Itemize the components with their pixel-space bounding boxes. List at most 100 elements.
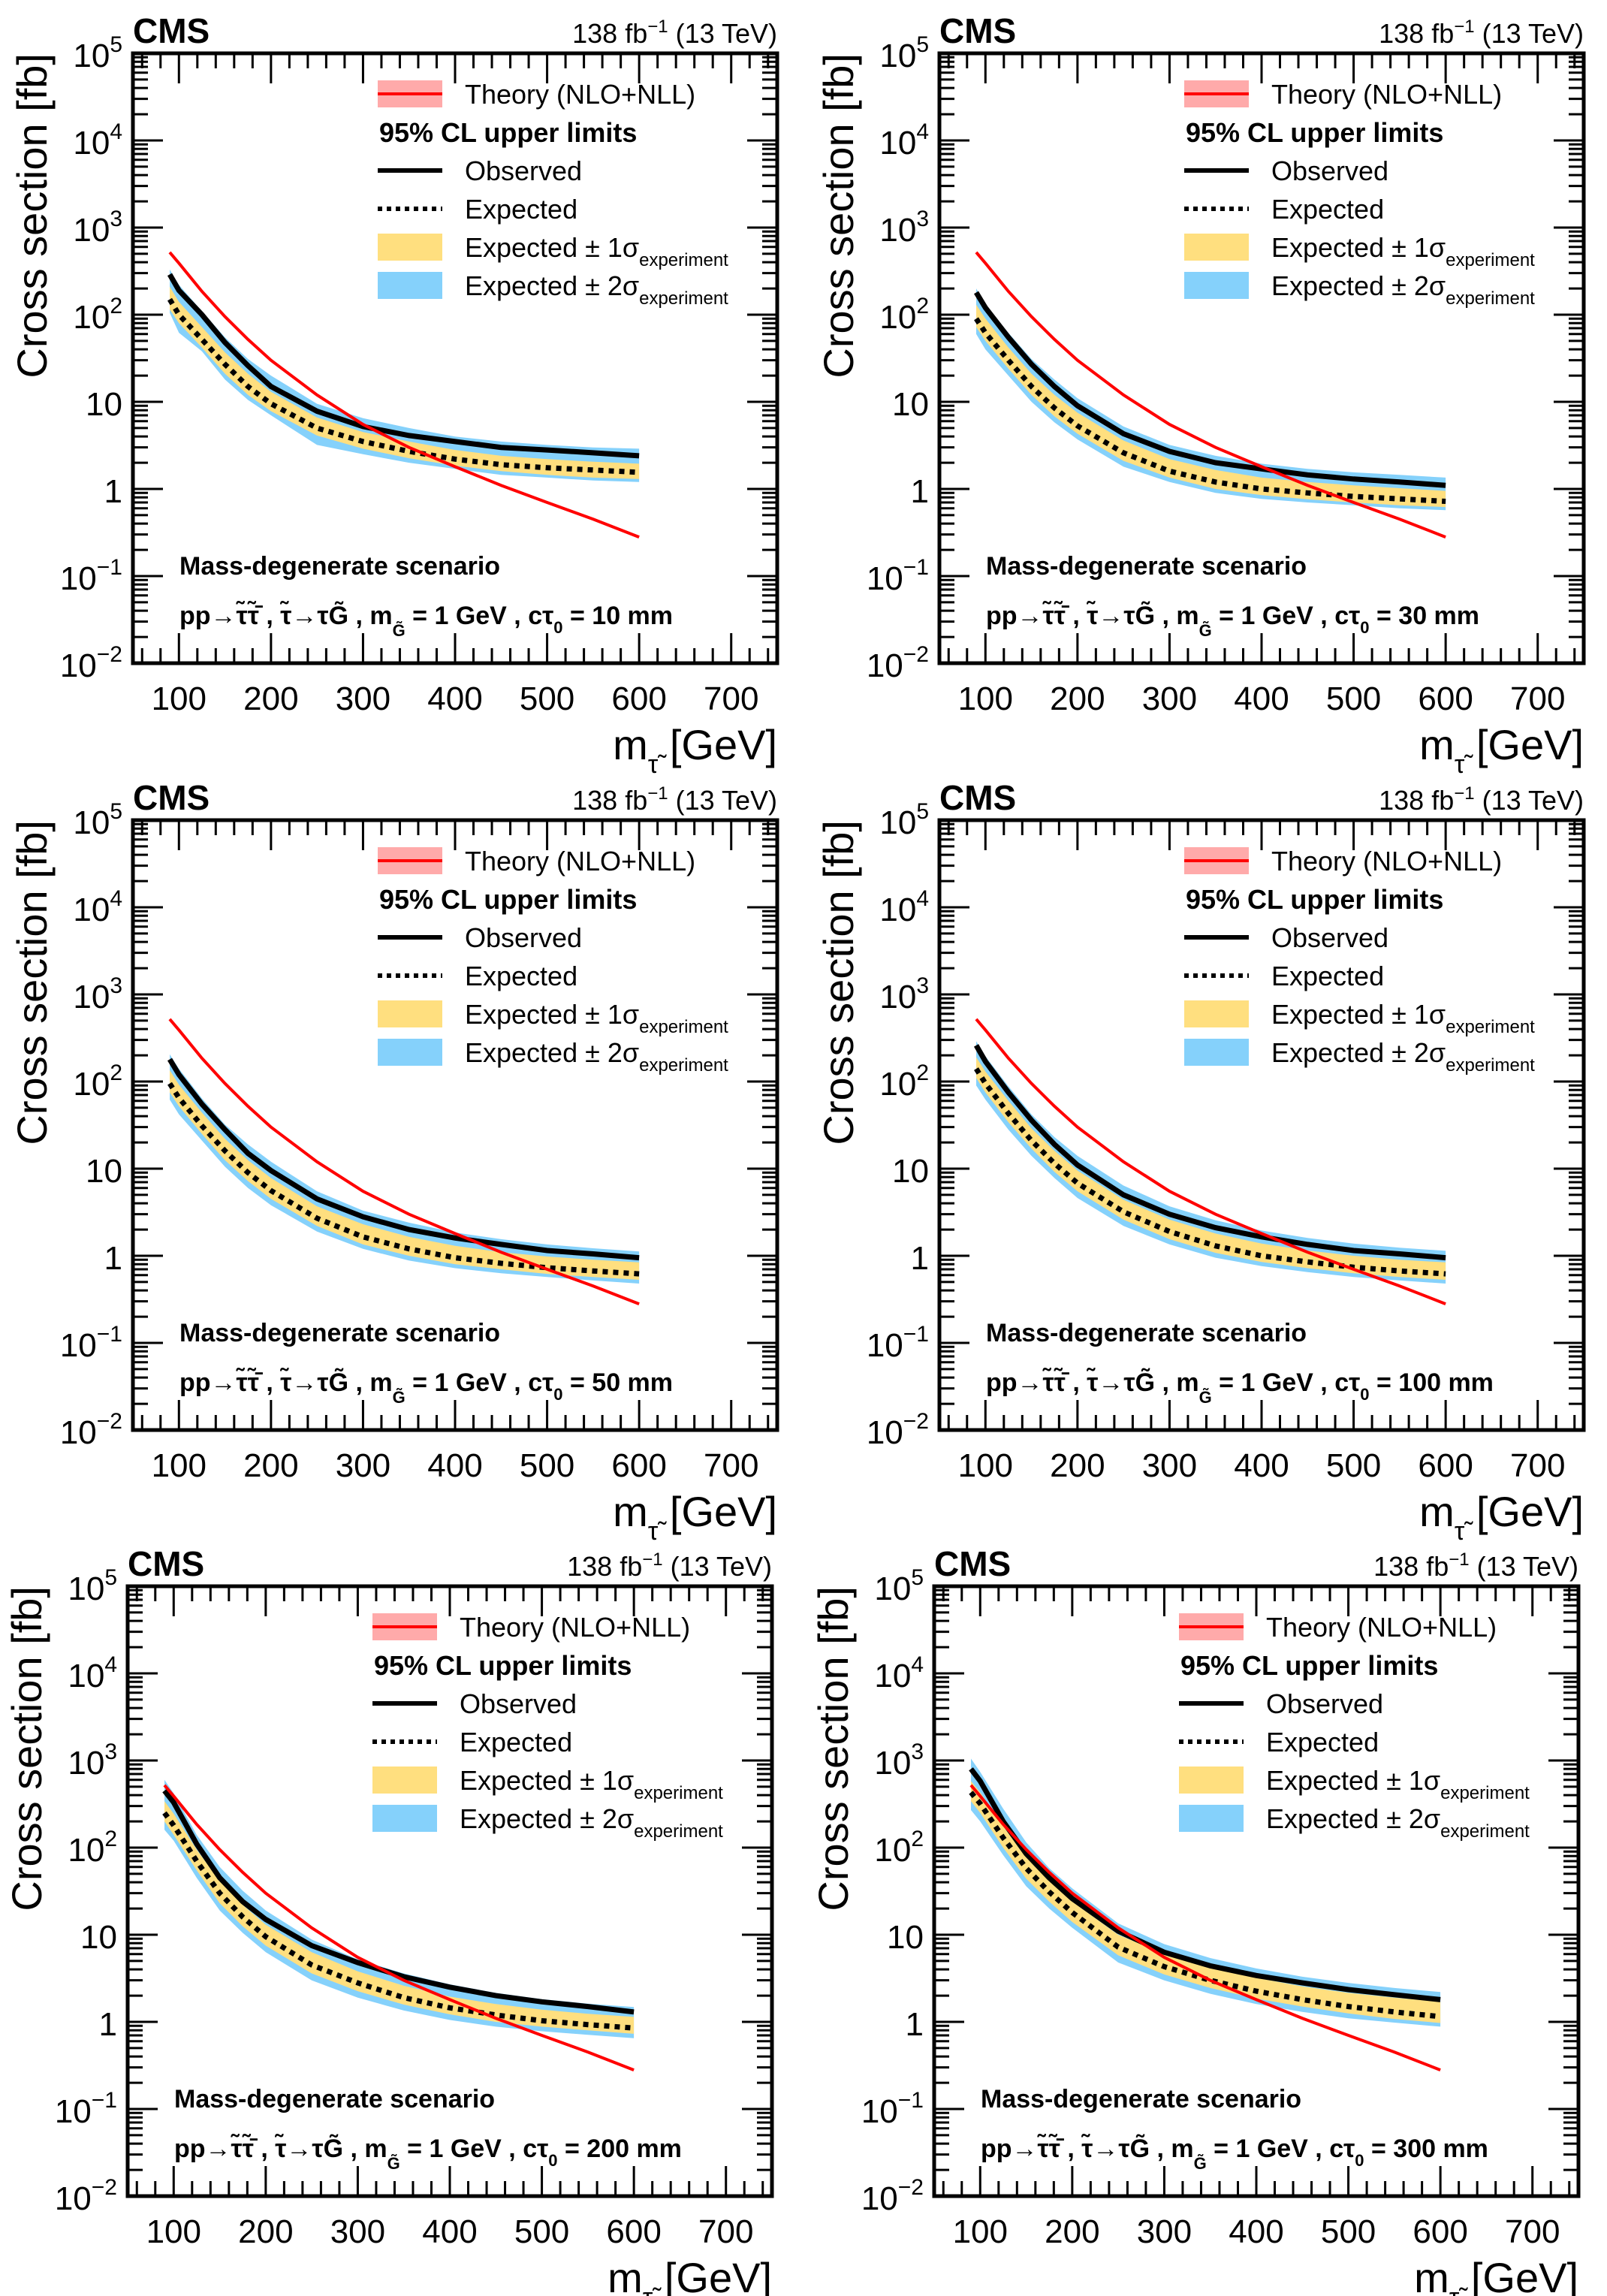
theory-line xyxy=(163,1784,635,2071)
y-tick-label: 105 xyxy=(73,799,122,841)
x-tick-label: 500 xyxy=(520,680,574,717)
annotation-process-text: pp→τ̃τ̃̄ , τ̃→τG̃ , m xyxy=(179,601,393,630)
y-tick-label: 1 xyxy=(104,1240,122,1277)
y-tick-label: 10 xyxy=(887,1919,924,1956)
legend-2sigma-text: Expected ± 2σ xyxy=(1266,1803,1440,1834)
x-axis-title-main: m xyxy=(1419,721,1455,768)
lumi-label: 138 fb−1 (13 TeV) xyxy=(567,1549,772,1582)
y-tick-label: 105 xyxy=(874,1565,924,1607)
x-tick-label: 200 xyxy=(243,1447,298,1484)
y-tick-label: 10−1 xyxy=(60,1322,122,1364)
y-tick-base: 1 xyxy=(104,1240,122,1277)
energy-label: (13 TeV) xyxy=(1475,18,1584,49)
y-tick-base: 10 xyxy=(867,647,903,684)
x-axis-title: mτ̃ [GeV] xyxy=(613,1488,777,1546)
y-tick-exponent: 5 xyxy=(104,1565,117,1590)
y-tick-base: 10 xyxy=(73,299,110,336)
x-tick-label: 400 xyxy=(427,1447,482,1484)
x-tick-label: 600 xyxy=(1418,680,1473,717)
y-tick-label: 1 xyxy=(906,2006,924,2043)
annotation-process: pp→τ̃τ̃̄ , τ̃→τG̃ , mG̃ = 1 GeV , cτ0 = … xyxy=(986,601,1479,640)
y-tick-label: 10 xyxy=(892,1153,929,1190)
y-tick-label: 10−2 xyxy=(60,642,122,684)
annotation-scenario: Mass-degenerate scenario xyxy=(986,1319,1307,1347)
legend-theory-label: Theory (NLO+NLL) xyxy=(1271,79,1502,110)
observed-line xyxy=(162,1789,635,2015)
legend-2sigma-swatch xyxy=(378,1039,442,1066)
x-tick-label: 700 xyxy=(698,2213,753,2250)
y-tick-exponent: 2 xyxy=(911,1827,924,1851)
legend-2sigma-label: Expected ± 2σexperiment xyxy=(465,1037,728,1076)
legend-theory-label: Theory (NLO+NLL) xyxy=(460,1612,690,1643)
x-tick-label: 300 xyxy=(336,680,390,717)
expected-line xyxy=(974,1067,1446,1277)
y-tick-exponent: 4 xyxy=(916,119,929,144)
theory-line xyxy=(975,251,1446,539)
y-tick-base: 10 xyxy=(867,1327,903,1364)
y-tick-label: 10−2 xyxy=(55,2175,117,2217)
band-2sigma xyxy=(170,269,640,482)
annotation-scenario: Mass-degenerate scenario xyxy=(986,552,1307,581)
annotation-process: pp→τ̃τ̃̄ , τ̃→τG̃ , mG̃ = 1 GeV , cτ0 = … xyxy=(174,2134,682,2173)
plot-area xyxy=(973,1018,1446,1305)
y-tick-base: 10 xyxy=(73,892,110,928)
annotation-process: pp→τ̃τ̃̄ , τ̃→τG̃ , mG̃ = 1 GeV , cτ0 = … xyxy=(179,601,673,640)
y-tick-base: 10 xyxy=(861,2093,898,2130)
legend-2sigma-text: Expected ± 2σ xyxy=(465,1037,639,1068)
y-tick-base: 10 xyxy=(879,38,916,74)
legend-2sigma-text: Expected ± 2σ xyxy=(1271,1037,1446,1068)
band-1sigma xyxy=(164,1801,635,2034)
y-tick-label: 103 xyxy=(73,207,122,249)
x-tick-label: 400 xyxy=(1229,2213,1283,2250)
y-tick-label: 10−1 xyxy=(55,2088,117,2130)
x-tick-label: 100 xyxy=(152,1447,207,1484)
lumi-label: 138 fb−1 (13 TeV) xyxy=(1379,17,1584,49)
y-tick-label: 10−2 xyxy=(60,1409,122,1451)
y-tick-label: 104 xyxy=(73,886,122,928)
y-tick-base: 10 xyxy=(874,1570,911,1607)
y-tick-base: 10 xyxy=(879,1066,916,1103)
y-tick-label: 105 xyxy=(879,32,929,74)
annotation-mass-text: = 1 GeV , cτ xyxy=(406,1368,554,1397)
legend-1sigma-label: Expected ± 1σexperiment xyxy=(1266,1765,1530,1803)
y-tick-exponent: 5 xyxy=(110,32,122,57)
lumi-exponent: −1 xyxy=(1454,783,1474,804)
y-tick-label: 102 xyxy=(73,294,122,336)
y-tick-exponent: 2 xyxy=(916,1061,929,1085)
y-tick-label: 10 xyxy=(892,386,929,423)
observed-line xyxy=(167,273,640,459)
y-tick-label: 103 xyxy=(879,207,929,249)
annotation-ctau-subscript: 0 xyxy=(553,618,562,637)
y-tick-label: 104 xyxy=(879,119,929,161)
x-tick-label: 700 xyxy=(704,1447,758,1484)
annotation-gravitino-subscript: G̃ xyxy=(393,1388,406,1407)
annotation-scenario: Mass-degenerate scenario xyxy=(179,552,500,581)
legend-1sigma-subscript: experiment xyxy=(1440,1783,1530,1803)
y-tick-exponent: 3 xyxy=(911,1739,924,1764)
y-tick-label: 103 xyxy=(73,973,122,1015)
plot-area xyxy=(969,1758,1441,2071)
annotation-mass-text: = 1 GeV , cτ xyxy=(1207,2135,1355,2163)
legend-2sigma-label: Expected ± 2σexperiment xyxy=(460,1803,723,1842)
x-tick-label: 300 xyxy=(1142,1447,1197,1484)
y-tick-base: 10 xyxy=(55,2180,92,2217)
legend-2sigma-text: Expected ± 2σ xyxy=(460,1803,634,1834)
cms-label: CMS xyxy=(133,11,210,50)
y-tick-exponent: 3 xyxy=(916,973,929,998)
annotation-scenario: Mass-degenerate scenario xyxy=(981,2085,1301,2113)
legend-header: 95% CL upper limits xyxy=(374,1650,632,1681)
annotation-process-text: pp→τ̃τ̃̄ , τ̃→τG̃ , m xyxy=(179,1368,393,1397)
x-tick-label: 400 xyxy=(422,2213,477,2250)
y-tick-exponent: 3 xyxy=(110,973,122,998)
y-axis-title: Cross section [fb] xyxy=(8,820,56,1145)
legend-2sigma-subscript: experiment xyxy=(1446,288,1535,309)
annotation-mass-text: = 1 GeV , cτ xyxy=(1212,1368,1361,1397)
annotation-process-text: pp→τ̃τ̃̄ , τ̃→τG̃ , m xyxy=(174,2134,387,2163)
expected-line xyxy=(162,1811,635,2031)
x-axis-title-unit: [GeV] xyxy=(658,721,777,768)
legend-observed-label: Observed xyxy=(460,1688,577,1719)
lumi-label: 138 fb−1 (13 TeV) xyxy=(1379,783,1584,816)
y-tick-base: 10 xyxy=(60,560,97,597)
legend-1sigma-text: Expected ± 1σ xyxy=(1271,232,1446,263)
legend-header: 95% CL upper limits xyxy=(1180,1650,1438,1681)
